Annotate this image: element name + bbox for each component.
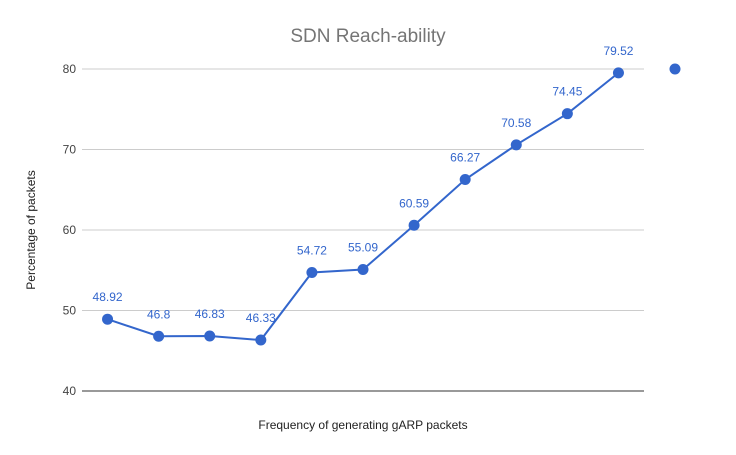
x-axis-label: Frequency of generating gARP packets [258,418,467,432]
data-point [204,330,216,342]
data-label: 46.33 [246,311,276,325]
chart-title: SDN Reach-ability [290,26,446,47]
legend-marker [669,63,681,75]
y-axis-ticks: 40 50 60 70 80 [63,62,77,398]
data-label: 60.59 [399,196,429,210]
y-tick-label: 70 [63,143,77,157]
y-tick-label: 60 [63,223,77,237]
data-label: 46.8 [147,307,171,321]
data-label: 46.83 [195,307,225,321]
data-point [612,67,624,79]
data-label: 66.27 [450,151,480,165]
data-point [306,267,318,279]
data-point [357,264,369,276]
y-tick-label: 50 [63,304,77,318]
y-tick-label: 40 [63,384,77,398]
series-line [107,72,620,342]
data-label: 70.58 [501,116,531,130]
data-point [408,219,420,231]
data-label: 74.45 [552,85,582,99]
data-point [153,330,165,342]
data-point [102,313,114,325]
data-label: 54.72 [297,244,327,258]
gridlines [82,68,644,392]
y-axis-label: Percentage of packets [24,170,38,289]
data-label: 48.92 [93,290,123,304]
data-point [561,108,573,120]
y-tick-label: 80 [63,62,77,76]
data-labels: 48.92 46.8 46.83 46.33 54.72 55.09 60.59 66.27 7… [93,44,634,325]
series-layer [102,67,624,346]
data-point [510,139,522,151]
data-label: 79.52 [603,44,633,58]
legend [669,63,681,75]
data-point [255,334,267,346]
data-label: 55.09 [348,241,378,255]
data-point [459,174,471,186]
